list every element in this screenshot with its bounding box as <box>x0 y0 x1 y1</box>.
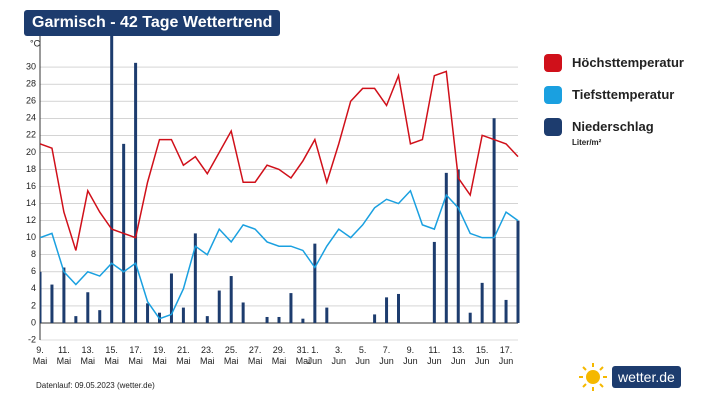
precip-bar <box>397 293 400 323</box>
y-tick-label: 22 <box>26 130 36 140</box>
x-tick-label: 31. Mai <box>295 345 311 366</box>
precip-bar <box>229 276 233 323</box>
y-tick-label: 2 <box>31 300 36 310</box>
precip-bar <box>325 307 329 323</box>
precip-bar <box>313 243 317 323</box>
precip-bar <box>110 33 114 323</box>
y-tick-label: 26 <box>26 96 36 106</box>
precip-bar <box>265 316 269 323</box>
precip-bar <box>241 302 245 323</box>
legend-swatch <box>544 118 562 136</box>
precip-bar <box>385 297 389 323</box>
x-tick-label: 9. Mai <box>32 345 48 366</box>
x-tick-label: 11. Mai <box>56 345 72 366</box>
precip-bar <box>289 293 293 323</box>
y-tick-label: 16 <box>26 181 36 191</box>
legend-label: Niederschlag <box>572 119 654 134</box>
precip-bar <box>516 220 520 323</box>
precip-bar <box>98 310 102 323</box>
y-tick-label: 0 <box>31 317 36 327</box>
precip-bar <box>468 312 472 323</box>
precip-bar <box>146 303 150 323</box>
precip-bar <box>456 169 460 323</box>
x-tick-label: 27. Mai <box>247 345 263 366</box>
x-tick-label: 1. Jun <box>307 345 323 366</box>
precip-bar <box>86 292 90 323</box>
precip-bar <box>169 273 173 323</box>
precip-bar <box>277 316 281 323</box>
y-unit: °C <box>30 38 41 48</box>
y-tick-label: 12 <box>26 215 36 225</box>
y-tick-label: 10 <box>26 232 36 242</box>
precip-bar <box>432 241 436 323</box>
legend-swatch <box>544 86 562 104</box>
precip-bar <box>205 316 209 323</box>
y-tick-label: 28 <box>26 79 36 89</box>
x-tick-label: 9. Jun <box>403 345 418 366</box>
precip-bar <box>217 290 221 323</box>
y-tick-label: 8 <box>31 249 36 259</box>
precip-bar <box>301 318 305 323</box>
x-tick-label: 3. Jun <box>331 345 346 366</box>
x-tick-label: 29. Mai <box>271 345 287 366</box>
x-tick-label: 17. Jun <box>498 345 514 366</box>
y-tick-label: 30 <box>26 61 36 71</box>
y-tick-label: 4 <box>31 283 36 293</box>
legend-unit: Liter/m² <box>572 138 602 147</box>
precip-bar <box>373 314 377 323</box>
series-layer <box>40 33 520 323</box>
precip-bar <box>492 118 496 323</box>
precip-bar <box>40 271 42 323</box>
sun-icon <box>579 363 607 391</box>
x-tick-label: 15. Mai <box>104 345 119 366</box>
legend-label: Tiefsttemperatur <box>572 87 675 102</box>
legend-label: Höchsttemperatur <box>572 55 684 70</box>
chart-title: Garmisch - 42 Tage Wettertrend <box>24 10 281 36</box>
precip-bar <box>444 172 448 323</box>
y-tick-label: -2 <box>28 334 36 344</box>
x-tick-label: 11. Jun <box>427 345 442 366</box>
precip-bar <box>62 267 66 323</box>
precip-bar <box>74 316 78 323</box>
x-tick-label: 21. Mai <box>176 345 191 366</box>
logo: wetter.de <box>612 366 681 388</box>
precip-bar <box>480 282 484 323</box>
temp-line <box>40 189 519 320</box>
precip-bar <box>181 307 185 323</box>
legend-swatch <box>544 54 562 72</box>
x-tick-label: 17. Mai <box>128 345 143 366</box>
temp-line <box>40 70 519 251</box>
footnote: Datenlauf: 09.05.2023 (wetter.de) <box>36 381 155 390</box>
precip-bar <box>504 299 508 323</box>
x-tick-label: 19. Mai <box>152 345 167 366</box>
x-tick-label: 15. Jun <box>474 345 490 366</box>
x-tick-label: 13. Mai <box>80 345 96 366</box>
x-tick-label: 7. Jun <box>379 345 394 366</box>
precip-bar <box>193 233 197 323</box>
precip-bar <box>50 284 54 323</box>
y-tick-label: 18 <box>26 164 36 174</box>
x-tick-label: 13. Jun <box>450 345 466 366</box>
y-tick-label: 14 <box>26 198 36 208</box>
x-tick-label: 5. Jun <box>355 345 370 366</box>
y-tick-label: 24 <box>26 113 36 123</box>
precip-bar <box>134 62 138 323</box>
y-tick-label: 20 <box>26 147 36 157</box>
y-tick-label: 6 <box>31 266 36 276</box>
x-tick-label: 25. Mai <box>223 345 239 366</box>
x-tick-label: 23. Mai <box>200 345 215 366</box>
